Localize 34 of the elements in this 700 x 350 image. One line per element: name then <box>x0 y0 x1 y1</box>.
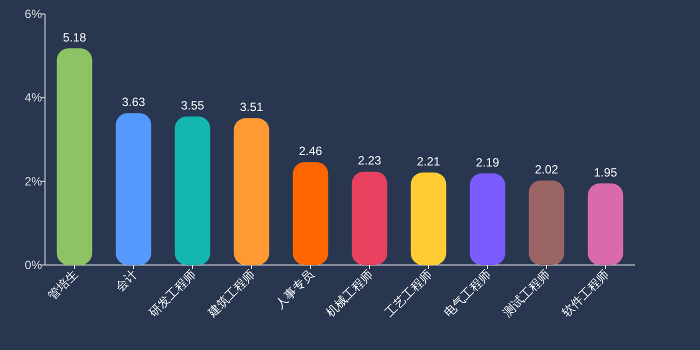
bar <box>234 118 270 265</box>
data-label: 1.95 <box>594 165 618 180</box>
y-tick-label: 4% <box>24 90 42 105</box>
bar <box>410 172 446 265</box>
data-label: 3.63 <box>122 95 146 110</box>
x-tick-label: 软件工程师 <box>559 267 612 320</box>
data-label: 5.18 <box>62 30 86 44</box>
bar <box>528 180 564 265</box>
bar <box>56 48 92 265</box>
data-label: 2.19 <box>476 155 500 170</box>
bar <box>116 113 152 265</box>
x-tick-label: 人事专员 <box>272 267 317 312</box>
data-label: 3.55 <box>180 98 204 112</box>
data-label: 2.21 <box>416 154 440 169</box>
x-tick-label: 测试工程师 <box>500 267 553 320</box>
bar <box>588 183 624 265</box>
data-label: 3.51 <box>240 100 264 114</box>
y-tick-label: 2% <box>24 174 42 188</box>
x-tick-label: 建筑工程师 <box>204 267 258 320</box>
x-tick-label: 会计 <box>112 267 140 294</box>
bar <box>470 173 506 265</box>
x-tick-label: 电气工程师 <box>441 267 494 320</box>
bar <box>174 116 210 265</box>
x-tick-label: 机械工程师 <box>323 267 376 320</box>
data-label: 2.23 <box>358 154 382 168</box>
y-tick-label: 6% <box>24 7 42 21</box>
bar <box>292 162 328 265</box>
bar <box>352 172 388 265</box>
x-tick-label: 研发工程师 <box>146 267 199 320</box>
data-label: 2.02 <box>534 162 558 176</box>
y-tick-label: 0% <box>24 258 42 272</box>
data-label: 2.46 <box>298 144 322 158</box>
x-tick-label: 工艺工程师 <box>382 267 435 320</box>
x-tick-label: 管培生 <box>45 267 81 303</box>
